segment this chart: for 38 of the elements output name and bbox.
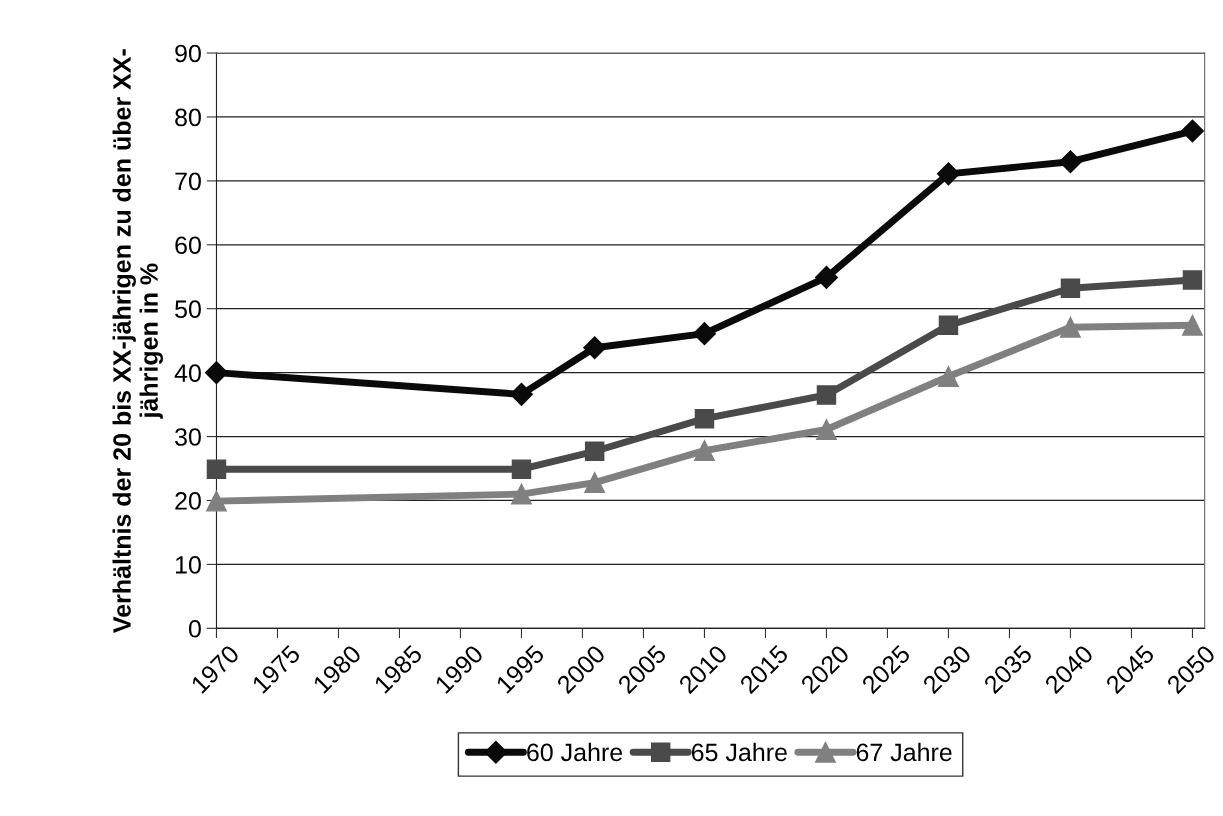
point (509, 382, 533, 406)
point (1182, 270, 1203, 290)
point (511, 483, 532, 505)
y-tick-label: 10 (175, 556, 201, 574)
point (938, 366, 959, 387)
point (936, 162, 960, 186)
point (816, 419, 837, 440)
legend-label: 65 Jahre (691, 742, 787, 762)
legend-label: 67 Jahre (856, 742, 952, 762)
point (584, 472, 606, 493)
point (1060, 316, 1081, 338)
point (584, 441, 605, 461)
point (583, 336, 607, 360)
y-tick-label: 20 (175, 492, 201, 510)
point (814, 265, 838, 289)
y-tick-label: 40 (174, 364, 201, 382)
point (1058, 150, 1082, 174)
point (694, 440, 715, 462)
point (816, 385, 837, 405)
y-tick-label: 90 (175, 44, 201, 63)
y-tick-label: 80 (175, 108, 201, 127)
y-tick-label: 50 (175, 300, 201, 319)
point (692, 322, 716, 346)
y-tick-label: 70 (175, 172, 201, 191)
point (938, 315, 959, 336)
legend-label: 60 Jahre (527, 742, 623, 762)
point (206, 459, 227, 479)
point (694, 408, 715, 429)
point (1182, 314, 1203, 336)
point (511, 459, 532, 479)
point (206, 490, 227, 512)
point (204, 361, 228, 385)
y-tick-label: 30 (175, 428, 201, 446)
y-tick-label: 0 (188, 619, 201, 638)
point (1180, 119, 1204, 143)
point (1060, 278, 1081, 298)
y-tick-label: 60 (175, 236, 201, 255)
y-axis-title: Verhältnis der 20 bis XX-jährigen zu den über XX- jährigen in % (112, 49, 163, 633)
